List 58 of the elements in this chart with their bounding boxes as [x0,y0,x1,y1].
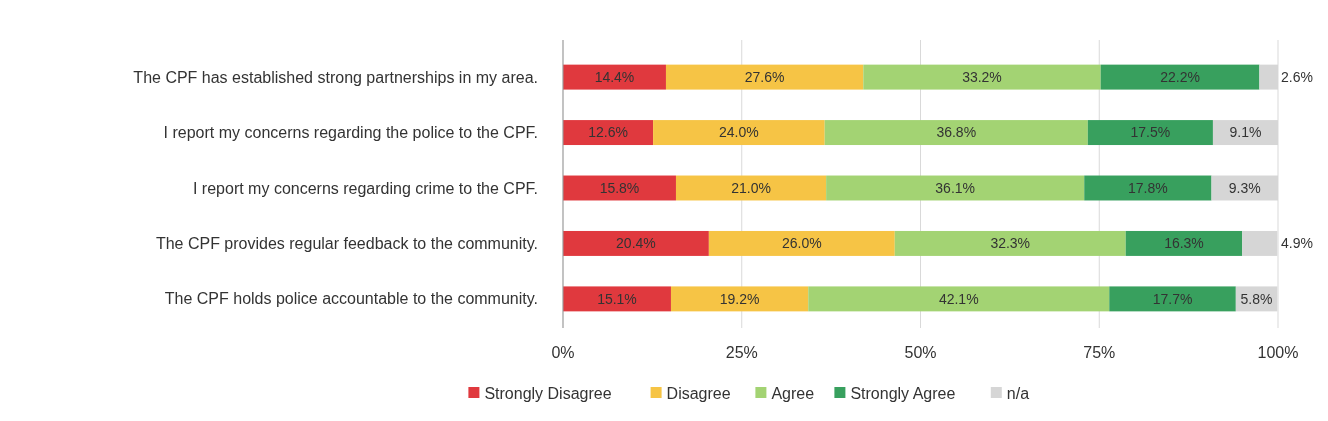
bar [1084,175,1212,201]
x-tick-label: 50% [904,344,937,361]
data-label: 36.1% [935,179,976,196]
bar [563,230,709,256]
data-label: 36.8% [936,124,977,141]
data-label: 20.4% [616,235,656,252]
x-tick-label: 75% [1083,344,1116,361]
data-label: 22.2% [1160,69,1200,86]
bar [665,64,864,90]
bar [653,120,825,146]
data-label: 2.6% [1281,69,1313,86]
bar [708,230,895,256]
x-tick-label: 0% [551,344,575,361]
data-label: 42.1% [938,290,979,307]
data-label: 15.1% [597,290,637,307]
y-tick-label: The CPF has established strong partnerships in my area. [133,68,538,86]
data-label: 16.3% [1164,235,1204,252]
legend-label: Disagree [666,384,731,402]
data-label: 17.5% [1130,124,1171,141]
data-label: 15.8% [599,179,640,196]
bar [824,120,1088,146]
x-tick-label: 25% [725,344,758,361]
legend-label: Strongly Disagree [484,384,612,402]
bar [894,230,1126,256]
data-label: 17.8% [1128,179,1168,196]
data-label: 27.6% [744,69,785,86]
bar [675,175,827,201]
bar [1100,64,1260,90]
legend-label: Agree [771,384,815,402]
bar [808,286,1110,312]
data-label: 33.2% [962,69,1002,86]
data-label: 4.9% [1281,235,1313,252]
data-label: 19.2% [719,290,760,307]
y-tick-label: I report my concerns regarding crime to the CPF. [192,179,538,197]
bar [563,286,671,312]
data-label: 9.3% [1228,179,1261,196]
data-label: 12.6% [588,124,628,141]
data-label: 24.0% [719,124,759,141]
y-tick-label: The CPF holds police accountable to the community. [164,290,538,308]
bar [1109,286,1236,312]
bar [1087,120,1213,146]
data-label: 21.0% [731,179,771,196]
legend-label: Strongly Agree [850,384,956,402]
bar [1125,230,1243,256]
data-label: 17.7% [1152,290,1193,307]
data-label: 9.1% [1229,124,1262,141]
x-tick-label: 100% [1257,344,1299,361]
bar [563,64,666,90]
y-tick-label: The CPF provides regular feedback to the community. [155,235,538,253]
data-label: 14.4% [594,69,635,86]
bar [826,175,1085,201]
data-label: 26.0% [781,235,822,252]
bar [670,286,809,312]
legend-label: n/a [1006,384,1030,402]
bar [863,64,1101,90]
data-label: 32.3% [990,235,1031,252]
data-label: 5.8% [1240,290,1273,307]
y-tick-label: I report my concerns regarding the police to the CPF. [163,124,538,142]
